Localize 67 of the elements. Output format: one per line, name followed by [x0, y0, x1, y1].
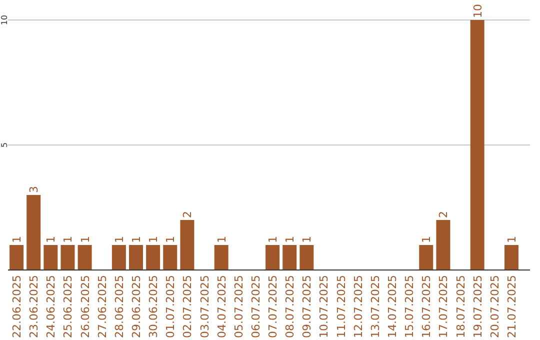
x-tick-label: 18.07.2025 — [454, 275, 468, 338]
data-label: 2 — [181, 211, 194, 218]
bar — [146, 245, 160, 270]
bar — [214, 245, 228, 270]
x-tick-label: 28.06.2025 — [112, 275, 126, 338]
bar — [282, 245, 297, 270]
bar — [10, 245, 24, 270]
bar — [60, 245, 75, 270]
x-tick-label: 07.07.2025 — [266, 275, 280, 338]
x-tick-label: 27.06.2025 — [96, 275, 109, 338]
bar — [300, 245, 314, 270]
x-tick-label: 09.07.2025 — [300, 275, 314, 338]
x-tick-label: 29.06.2025 — [130, 275, 143, 338]
bar — [436, 220, 450, 270]
data-label: 1 — [147, 236, 160, 243]
data-label: 1 — [420, 236, 434, 243]
bar — [44, 245, 58, 270]
x-tick-label: 16.07.2025 — [420, 275, 434, 338]
x-tick-label: 15.07.2025 — [403, 275, 416, 338]
data-label: 1 — [112, 236, 126, 243]
x-tick-label: 20.07.2025 — [488, 275, 502, 338]
x-tick-label: 04.07.2025 — [215, 275, 228, 338]
x-tick-label: 13.07.2025 — [368, 275, 382, 338]
data-label: 1 — [10, 236, 24, 243]
data-label: 1 — [505, 236, 518, 243]
bar — [419, 245, 434, 270]
bar — [112, 245, 126, 270]
data-label: 1 — [62, 236, 75, 243]
x-tick-label: 02.07.2025 — [181, 275, 194, 338]
x-tick-label: 22.06.2025 — [10, 275, 24, 338]
data-label: 1 — [78, 236, 92, 243]
x-tick-label: 30.06.2025 — [147, 275, 160, 338]
x-tick-label: 23.06.2025 — [28, 275, 41, 338]
data-label: 1 — [300, 236, 314, 243]
x-tick-label: 19.07.2025 — [471, 275, 484, 338]
x-tick-label: 01.07.2025 — [164, 275, 178, 338]
bar — [129, 245, 143, 270]
bar — [504, 245, 518, 270]
data-label: 3 — [28, 186, 41, 193]
bar — [266, 245, 280, 270]
x-tick-label: 10.07.2025 — [318, 275, 331, 338]
bar — [180, 220, 194, 270]
data-label: 1 — [44, 236, 58, 243]
x-tick-label: 06.07.2025 — [249, 275, 262, 338]
data-label: 1 — [284, 236, 297, 243]
x-tick-label: 11.07.2025 — [334, 275, 348, 338]
x-tick-label: 03.07.2025 — [198, 275, 212, 338]
x-tick-label: 14.07.2025 — [386, 275, 399, 338]
data-label: 2 — [437, 211, 450, 218]
bar — [26, 195, 41, 270]
x-tick-label: 25.06.2025 — [62, 275, 75, 338]
x-tick-label: 08.07.2025 — [284, 275, 297, 338]
x-tick-label: 24.06.2025 — [44, 275, 58, 338]
x-tick-label: 05.07.2025 — [232, 275, 246, 338]
data-label: 1 — [215, 236, 228, 243]
x-tick-label: 17.07.2025 — [437, 275, 450, 338]
x-tick-label: 21.07.2025 — [505, 275, 518, 338]
x-tick-label: 26.06.2025 — [78, 275, 92, 338]
data-label: 1 — [266, 236, 280, 243]
y-tick-label: 5 — [0, 142, 9, 148]
bar — [470, 20, 484, 270]
data-label: 1 — [130, 236, 143, 243]
data-label: 10 — [471, 4, 484, 18]
bar — [163, 245, 178, 270]
data-label: 1 — [164, 236, 178, 243]
bar — [78, 245, 92, 270]
x-tick-label: 12.07.2025 — [352, 275, 365, 338]
